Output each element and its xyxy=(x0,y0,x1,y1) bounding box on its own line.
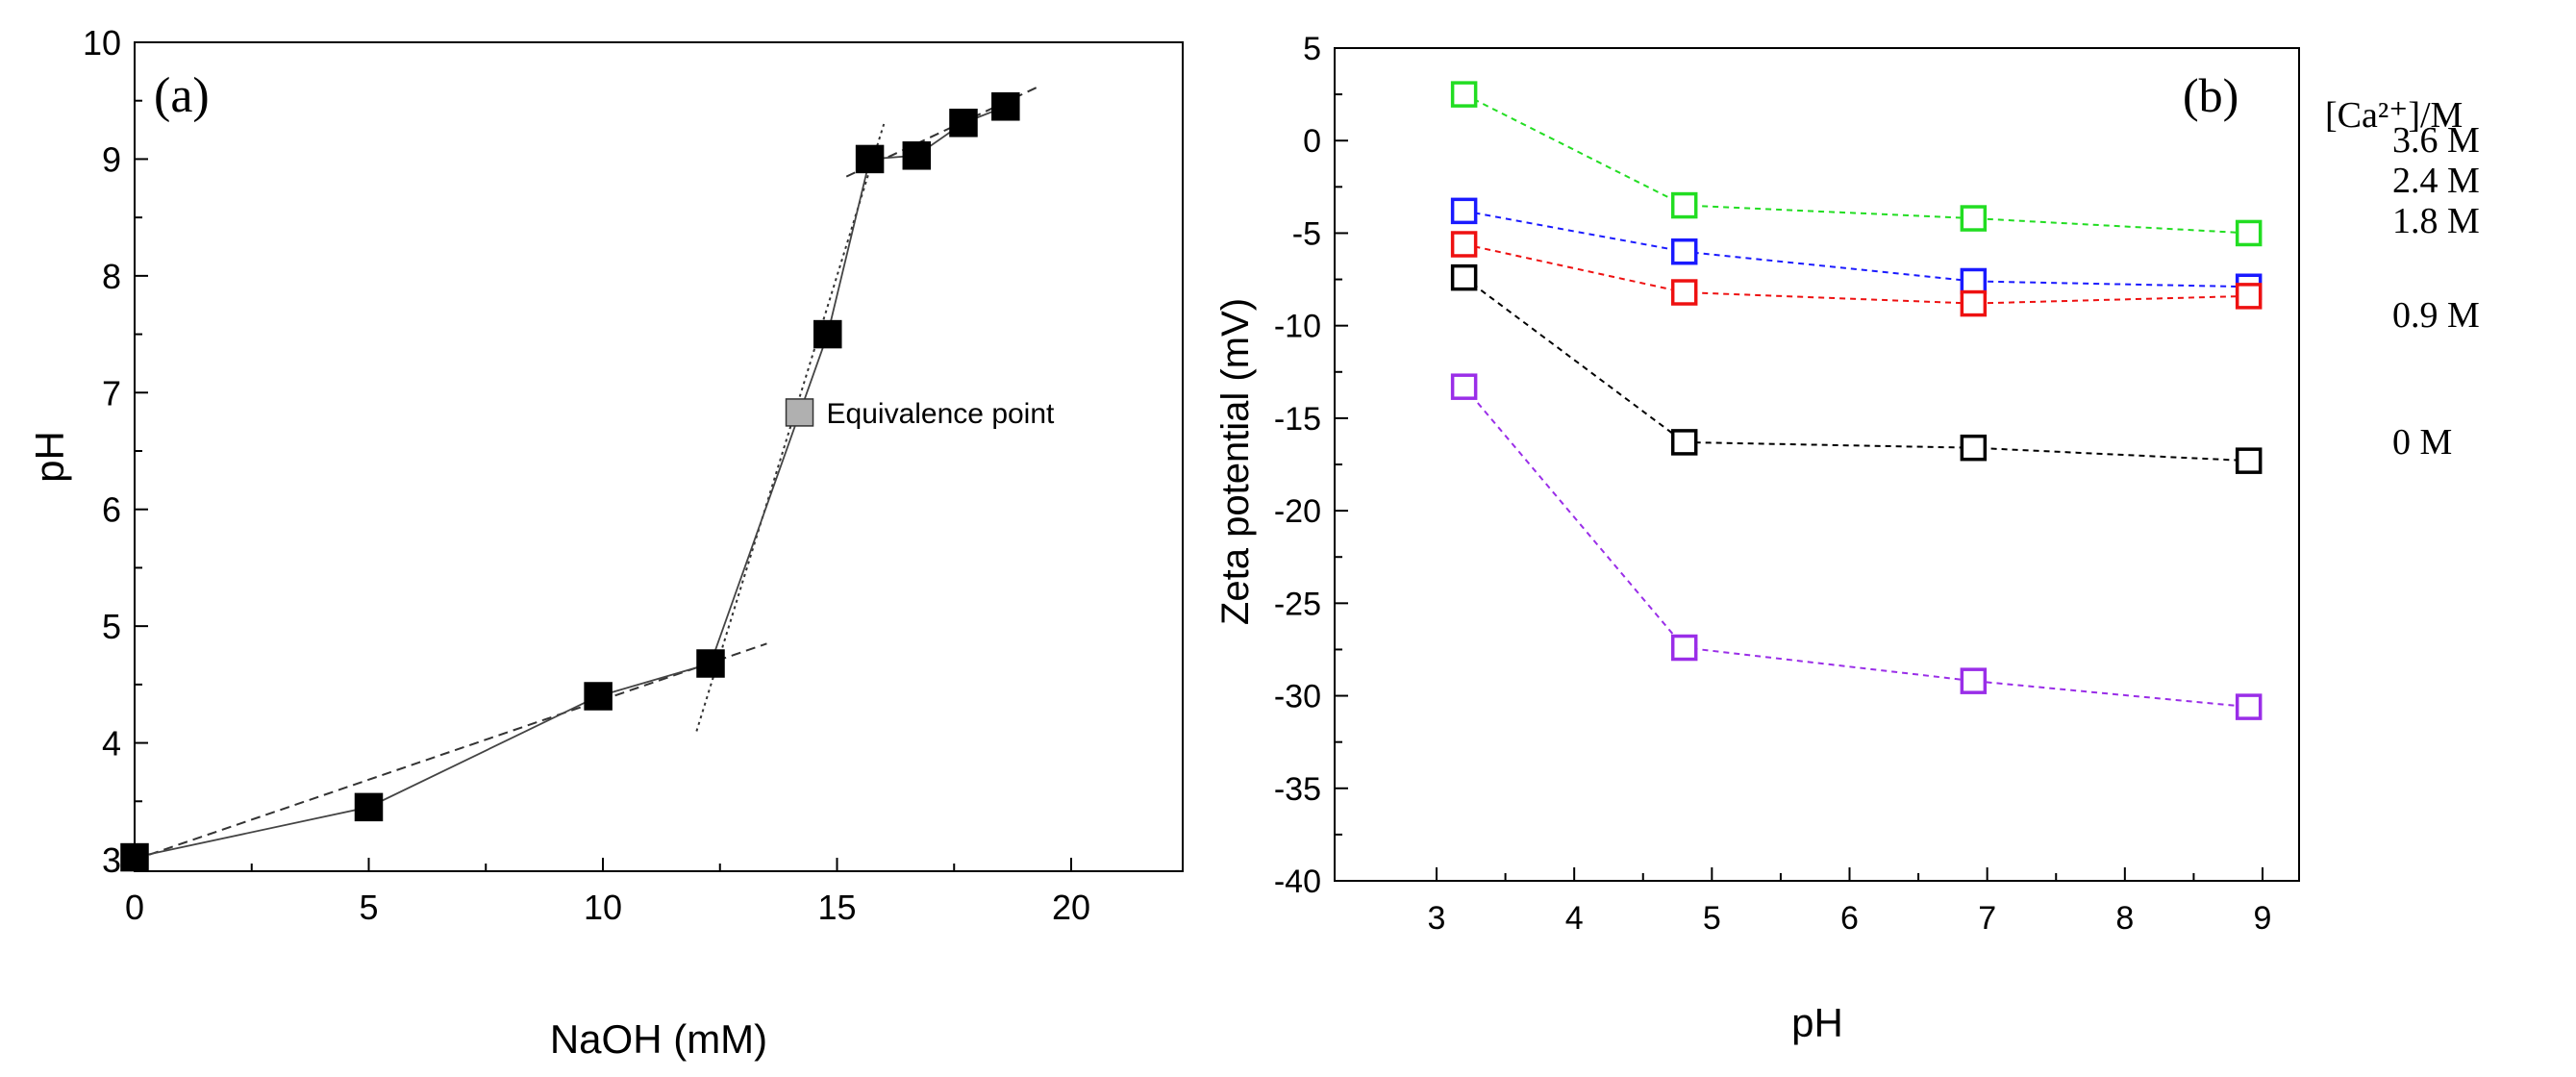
data-point xyxy=(1670,634,1698,662)
data-point xyxy=(1670,429,1698,456)
equivalence-point-marker xyxy=(785,398,814,427)
y-tick-label: 7 xyxy=(102,373,121,413)
fit-line xyxy=(134,642,767,861)
y-tick-label: -15 xyxy=(1274,401,1321,438)
y-tick-label: 3 xyxy=(102,840,121,880)
y-tick-label: 0 xyxy=(1303,123,1321,160)
y-tick-label: 6 xyxy=(102,490,121,530)
panel-a-annotation: Equivalence point xyxy=(785,398,1056,430)
panel-a-label: (a) xyxy=(154,68,210,123)
y-tick-label: 5 xyxy=(1303,31,1321,67)
legend-entry: 1.8 M xyxy=(2392,201,2480,241)
x-tick-label: 7 xyxy=(1978,900,1996,937)
panel-b-y-axis-title: Zeta potential (mV) xyxy=(1214,298,1257,625)
series-1-8-M-m xyxy=(1450,231,2263,317)
panel-b-legend: 3.6 M2.4 M1.8 M 0.9 M 0 M xyxy=(2392,120,2480,463)
y-tick-label: 5 xyxy=(102,607,121,646)
x-tick-label: 6 xyxy=(1840,900,1859,937)
panel-b-series xyxy=(1450,81,2263,720)
x-tick-label: 10 xyxy=(584,888,622,927)
x-tick-label: 5 xyxy=(1703,900,1721,937)
y-tick-label: -25 xyxy=(1274,586,1321,622)
y-tick-label: 4 xyxy=(102,724,121,764)
data-point xyxy=(1670,238,1698,265)
y-tick-label: -30 xyxy=(1274,679,1321,715)
y-tick-label: -5 xyxy=(1292,215,1321,252)
y-tick-label: -40 xyxy=(1274,864,1321,900)
series-0-M-m xyxy=(1450,373,2263,720)
panel-a-fit-lines xyxy=(134,86,1039,861)
data-point xyxy=(855,144,885,174)
data-point xyxy=(354,792,384,822)
data-point xyxy=(1960,289,1988,317)
x-tick-label: 15 xyxy=(817,888,856,927)
data-point xyxy=(2235,283,2263,310)
data-point xyxy=(1670,191,1698,219)
data-point xyxy=(1670,279,1698,306)
panel-b-x-axis-title: pH xyxy=(1791,1000,1843,1045)
series-line xyxy=(1463,93,2249,235)
series-line xyxy=(1463,210,2249,288)
x-tick-label: 3 xyxy=(1428,900,1446,937)
data-point xyxy=(120,842,149,872)
panel-b: 3 4 5 6 7 8 9 5 0 -5 -10 -15 -20 -25 -30 -35 -40 3.6 M2.… xyxy=(1214,31,2480,1045)
series-3-6-M-m xyxy=(1450,81,2263,247)
legend-entry: 0.9 M xyxy=(2392,295,2480,336)
panel-b-legend-title: [Ca²⁺]/M xyxy=(2325,95,2463,136)
x-tick-label: 20 xyxy=(1052,888,1090,927)
data-point xyxy=(1960,434,1988,462)
y-tick-label: -20 xyxy=(1274,493,1321,530)
panel-a-ticks: 0 5 10 15 20 3 4 5 6 7 8 9 10 xyxy=(83,23,1090,927)
y-tick-label: 10 xyxy=(83,23,121,63)
x-tick-label: 5 xyxy=(359,888,378,927)
panel-a-series xyxy=(120,92,1020,872)
data-point xyxy=(584,682,613,711)
data-point xyxy=(1450,373,1478,400)
series-line xyxy=(1463,243,2249,305)
series-line xyxy=(1463,276,2249,463)
series-2-4-M-m xyxy=(1450,197,2263,301)
x-tick-label: 0 xyxy=(125,888,144,927)
panel-b-plot-frame xyxy=(1334,47,2300,882)
data-point xyxy=(1450,197,1478,225)
panel-b-label: (b) xyxy=(2183,68,2238,122)
panel-a-y-axis-title: pH xyxy=(27,431,72,483)
data-point xyxy=(1960,667,1988,694)
data-point xyxy=(696,649,725,678)
y-tick-label: -10 xyxy=(1274,309,1321,345)
data-point xyxy=(991,92,1020,121)
data-point xyxy=(1450,81,1478,108)
series-0-9-M-m xyxy=(1450,263,2263,474)
fit-line xyxy=(695,123,886,732)
data-point xyxy=(813,319,842,349)
data-point xyxy=(2235,447,2263,474)
data-point xyxy=(1450,263,1478,291)
x-tick-label: 8 xyxy=(2115,900,2134,937)
panel-b-ticks: 3 4 5 6 7 8 9 5 0 -5 -10 -15 -20 -25 -30 -35 -40 xyxy=(1274,31,2272,937)
legend-entry: 0 M xyxy=(2392,422,2452,463)
x-tick-label: 4 xyxy=(1565,900,1584,937)
panel-a-plot-frame xyxy=(134,41,1184,872)
y-tick-label: 9 xyxy=(102,139,121,179)
data-point xyxy=(1960,267,1988,295)
data-point xyxy=(949,109,978,138)
x-tick-label: 9 xyxy=(2254,900,2272,937)
series-line xyxy=(1463,386,2249,709)
y-tick-label: -35 xyxy=(1274,771,1321,808)
equivalence-point-label: Equivalence point xyxy=(827,398,1056,430)
y-tick-label: 8 xyxy=(102,257,121,296)
data-point xyxy=(902,141,932,170)
data-point xyxy=(1450,231,1478,258)
data-point xyxy=(2235,693,2263,720)
series-line xyxy=(134,105,1007,859)
legend-entry: 2.4 M xyxy=(2392,161,2480,201)
panel-a-x-axis-title: NaOH (mM) xyxy=(550,1016,767,1062)
legend-entry: 3.6 M xyxy=(2392,120,2480,161)
data-point xyxy=(1960,205,1988,232)
data-point xyxy=(2235,219,2263,247)
